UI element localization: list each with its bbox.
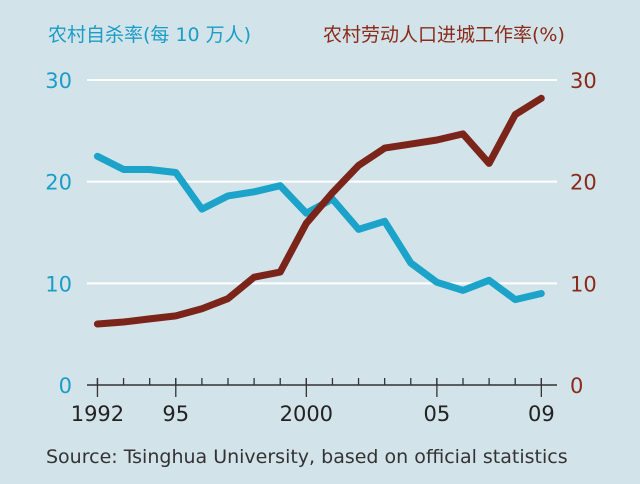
x-tick-label: 95 bbox=[162, 402, 189, 426]
y-right-tick-label: 0 bbox=[570, 374, 583, 398]
x-tick-label: 05 bbox=[424, 402, 451, 426]
series-lines bbox=[93, 94, 545, 328]
y-right-tick-label: 10 bbox=[570, 272, 597, 296]
tick-labels: 1992 95 2000 05 09 0 10 20 30 0 10 20 30 bbox=[45, 69, 596, 426]
gridlines bbox=[87, 79, 557, 285]
x-tick-label: 09 bbox=[528, 402, 555, 426]
legend-suicide-rate: 农村自杀率(每 10 万人) bbox=[48, 24, 251, 46]
x-axis bbox=[87, 378, 557, 397]
series-line-migration-rate bbox=[93, 94, 545, 328]
x-tick-label: 1992 bbox=[71, 402, 124, 426]
y-right-tick-label: 30 bbox=[570, 69, 597, 93]
y-right-tick-label: 20 bbox=[570, 171, 597, 195]
y-left-tick-label: 0 bbox=[59, 374, 72, 398]
x-tick-label: 2000 bbox=[280, 402, 333, 426]
source-note: Source: Tsinghua University, based on of… bbox=[46, 446, 568, 468]
legend-migration-rate: 农村劳动人口进城工作率(%) bbox=[323, 24, 565, 46]
y-left-tick-label: 30 bbox=[45, 69, 72, 93]
y-left-tick-label: 10 bbox=[45, 272, 72, 296]
series-line-suicide-rate bbox=[93, 152, 545, 304]
y-left-tick-label: 20 bbox=[45, 171, 72, 195]
